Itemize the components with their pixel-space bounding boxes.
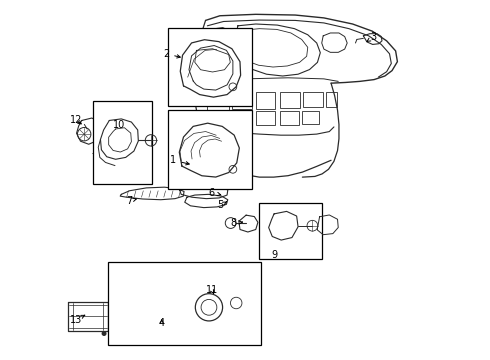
Bar [168, 28, 252, 107]
Bar [256, 93, 275, 109]
Bar [108, 262, 261, 345]
Bar [303, 92, 323, 107]
Bar [259, 203, 322, 259]
Bar [280, 111, 299, 125]
Text: 9: 9 [271, 250, 278, 260]
Bar [302, 111, 319, 125]
Text: 11: 11 [206, 285, 218, 296]
Bar [232, 93, 252, 109]
Text: 1: 1 [170, 155, 189, 165]
Text: 8: 8 [230, 218, 243, 228]
Text: 4: 4 [159, 319, 165, 328]
Bar [93, 101, 152, 184]
Bar [280, 92, 300, 108]
Bar [207, 113, 229, 127]
Text: 6: 6 [209, 188, 221, 198]
Circle shape [102, 332, 106, 335]
Text: 2: 2 [163, 49, 180, 59]
Text: 10: 10 [113, 121, 125, 130]
Text: 12: 12 [70, 115, 82, 125]
Bar [326, 92, 337, 107]
Bar [232, 112, 252, 126]
Text: 13: 13 [70, 315, 85, 325]
Text: 3: 3 [367, 32, 376, 42]
Text: 5: 5 [218, 200, 226, 210]
Text: 7: 7 [126, 196, 136, 206]
Bar [168, 110, 252, 189]
Bar [256, 111, 275, 126]
Bar [207, 94, 229, 110]
